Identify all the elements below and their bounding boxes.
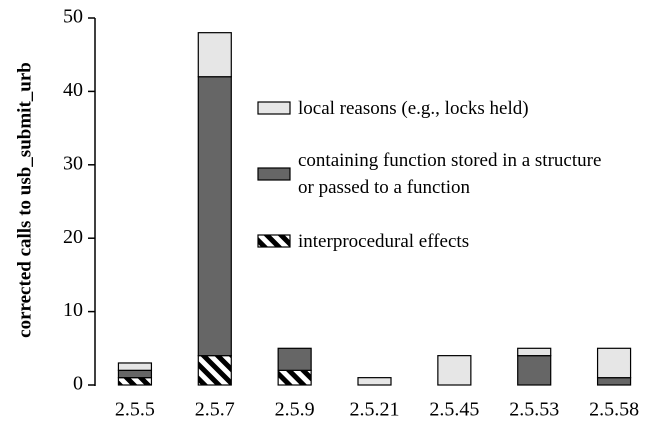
y-tick-label: 30 (63, 152, 83, 174)
bar-segment (197, 76, 232, 357)
y-axis-label: corrected calls to usb_submit_urb (14, 62, 35, 338)
x-tick-label: 2.5.53 (509, 399, 559, 421)
y-tick-label: 50 (63, 6, 83, 28)
bar-segment (596, 347, 632, 379)
bar-segment (197, 355, 232, 386)
bar-segment (117, 362, 153, 371)
y-tick-label: 40 (63, 79, 83, 101)
x-tick-label: 2.5.45 (429, 399, 479, 421)
legend-entry: local reasons (e.g., locks held) (298, 97, 529, 119)
y-tick-label: 20 (63, 226, 83, 248)
x-tick-label: 2.5.5 (115, 399, 155, 421)
bar-segment (517, 347, 552, 357)
legend-swatch (257, 167, 291, 181)
bar-segment (277, 369, 312, 386)
legend-label: interprocedural effects (298, 230, 470, 252)
legend-label: local reasons (e.g., locks held) (298, 97, 529, 119)
bar-segment (517, 355, 552, 386)
x-tick-label: 2.5.9 (275, 399, 315, 421)
legend-entry: interprocedural effects (298, 230, 470, 252)
bar-segment (117, 377, 153, 386)
y-tick-label: 0 (73, 373, 83, 395)
bar-segment (277, 347, 312, 371)
legend-entry: containing function stored in a structur… (298, 150, 602, 198)
x-tick-label: 2.5.58 (589, 399, 639, 421)
bar-segment (596, 377, 632, 386)
legend-label: containing function stored in a structur… (298, 150, 602, 198)
legend-swatch (257, 101, 291, 115)
y-tick-label: 10 (63, 299, 83, 321)
bar-segment (197, 32, 232, 78)
x-tick-label: 2.5.7 (195, 399, 235, 421)
bar-segment (117, 369, 153, 379)
bar-segment (437, 355, 472, 386)
bar-segment (357, 377, 392, 386)
legend-swatch (257, 234, 291, 248)
x-tick-label: 2.5.21 (350, 399, 400, 421)
